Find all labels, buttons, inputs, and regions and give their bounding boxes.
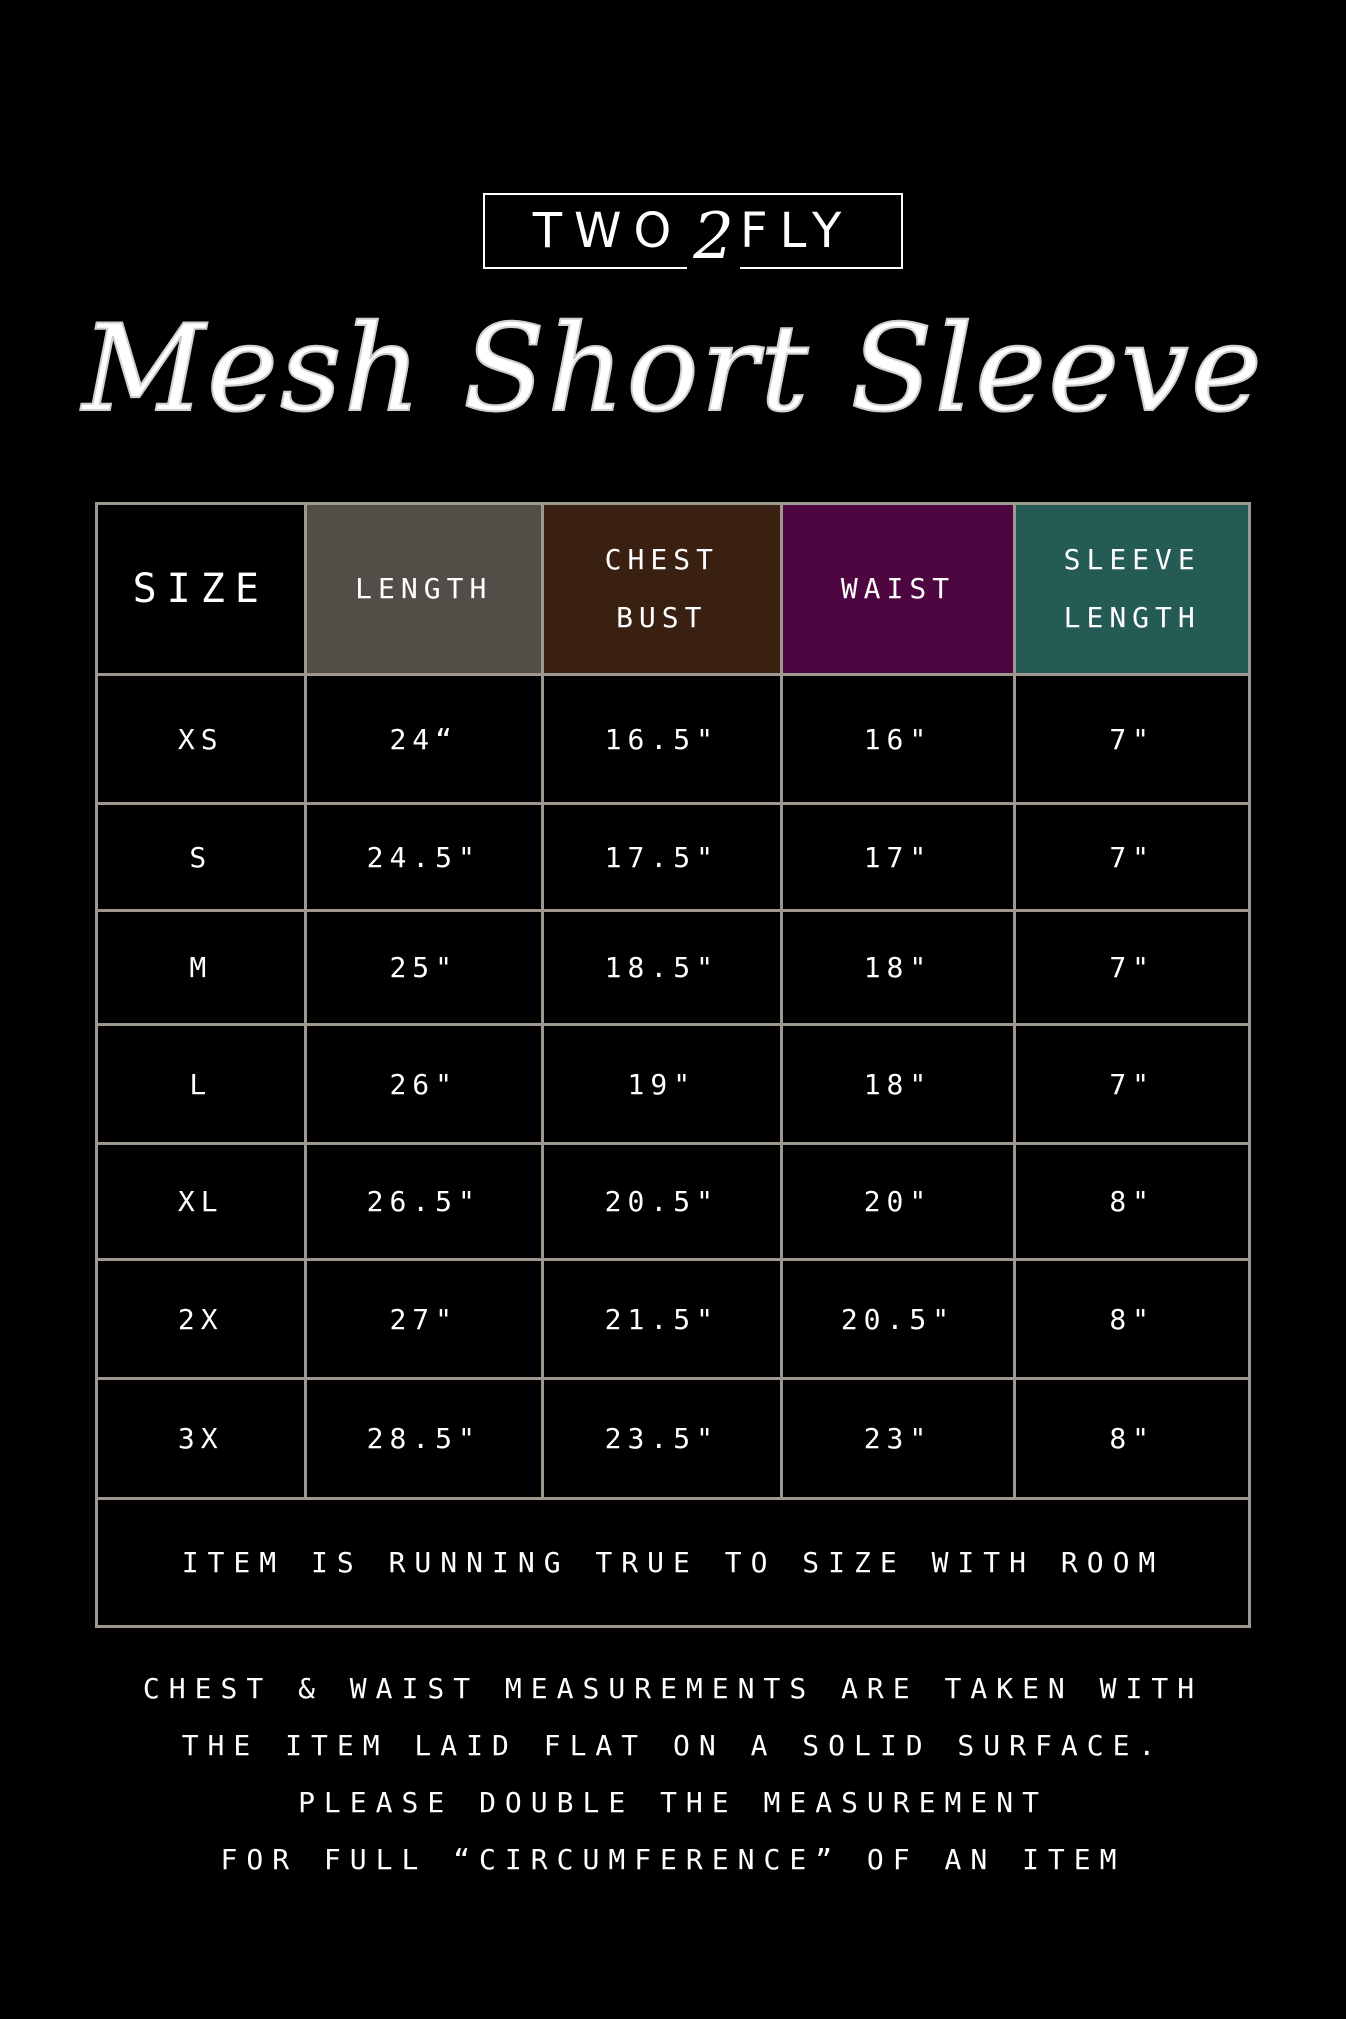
column-header-line: BUST [616,601,708,634]
measurement-cell: 23" [779,1377,1017,1500]
measurement-cell: 21.5" [540,1258,783,1380]
measurement-cell: 7" [1013,802,1251,912]
table-row: S 24.5" 17.5" 17" 7" [95,802,1251,912]
note-line: CHEST & WAIST MEASUREMENTS ARE TAKEN WIT… [142,1672,1204,1705]
measurement-cell: 24.5" [303,802,544,912]
brand-middle: 2 [687,200,740,274]
fit-note-row: ITEM IS RUNNING TRUE TO SIZE WITH ROOM [95,1497,1251,1628]
column-header: SLEEVE LENGTH [1013,502,1251,676]
size-chart-table: SIZE LENGTH CHEST BUST WAIST SLEEVE LENGTH XS 2… [95,502,1251,1628]
table-row: L 26" 19" 18" 7" [95,1023,1251,1145]
column-header: SIZE [95,502,307,676]
note-line: THE ITEM LAID FLAT ON A SOLID SURFACE. [181,1729,1165,1762]
column-header-line: SLEEVE [1063,543,1201,576]
column-header: LENGTH [303,502,544,676]
column-header-line: SIZE [132,566,269,612]
measurement-cell: 17.5" [540,802,783,912]
measurement-cell: 8" [1013,1258,1251,1380]
size-cell: S [95,802,307,912]
measurement-cell: 28.5" [303,1377,544,1500]
measurement-cell: 17" [779,802,1017,912]
measurement-cell: 24“ [303,673,544,805]
measurement-cell: 25" [303,909,544,1026]
measurement-notes: CHEST & WAIST MEASUREMENTS ARE TAKEN WIT… [0,1660,1346,1888]
table-row: M 25" 18.5" 18" 7" [95,909,1251,1026]
measurement-cell: 26.5" [303,1142,544,1261]
header-row: SIZE LENGTH CHEST BUST WAIST SLEEVE LENGTH [95,502,1251,676]
measurement-cell: 7" [1013,673,1251,805]
brand-logo: TWO 2 FLY [483,193,903,274]
size-cell: 3X [95,1377,307,1500]
measurement-cell: 23.5" [540,1377,783,1500]
fit-note: ITEM IS RUNNING TRUE TO SIZE WITH ROOM [95,1497,1251,1628]
measurement-cell: 20" [779,1142,1017,1261]
measurement-cell: 26" [303,1023,544,1145]
table-row: XS 24“ 16.5" 16" 7" [95,673,1251,805]
size-cell: L [95,1023,307,1145]
measurement-cell: 8" [1013,1142,1251,1261]
measurement-cell: 19" [540,1023,783,1145]
size-cell: XL [95,1142,307,1261]
measurement-cell: 18" [779,1023,1017,1145]
measurement-cell: 7" [1013,909,1251,1026]
table-row: 2X 27" 21.5" 20.5" 8" [95,1258,1251,1380]
measurement-cell: 18" [779,909,1017,1026]
column-header-line: LENGTH [1063,601,1201,634]
column-header-line: LENGTH [355,572,493,605]
measurement-cell: 7" [1013,1023,1251,1145]
size-cell: XS [95,673,307,805]
brand-right: FLY [739,203,854,259]
column-header: CHEST BUST [540,502,783,676]
column-header: WAIST [779,502,1017,676]
column-header-line: CHEST [604,543,719,576]
measurement-cell: 16" [779,673,1017,805]
size-cell: M [95,909,307,1026]
note-line: FOR FULL “CIRCUMFERENCE” OF AN ITEM [220,1843,1126,1876]
measurement-cell: 20.5" [540,1142,783,1261]
table-row: 3X 28.5" 23.5" 23" 8" [95,1377,1251,1500]
measurement-cell: 8" [1013,1377,1251,1500]
note-line: PLEASE DOUBLE THE MEASUREMENT [298,1786,1048,1819]
column-header-line: WAIST [840,572,956,605]
table-row: XL 26.5" 20.5" 20" 8" [95,1142,1251,1261]
measurement-cell: 18.5" [540,909,783,1026]
brand-left: TWO [532,203,684,259]
measurement-cell: 16.5" [540,673,783,805]
size-cell: 2X [95,1258,307,1380]
measurement-cell: 20.5" [779,1258,1017,1380]
page-title: Mesh Short Sleeve [81,299,1264,440]
measurement-cell: 27" [303,1258,544,1380]
